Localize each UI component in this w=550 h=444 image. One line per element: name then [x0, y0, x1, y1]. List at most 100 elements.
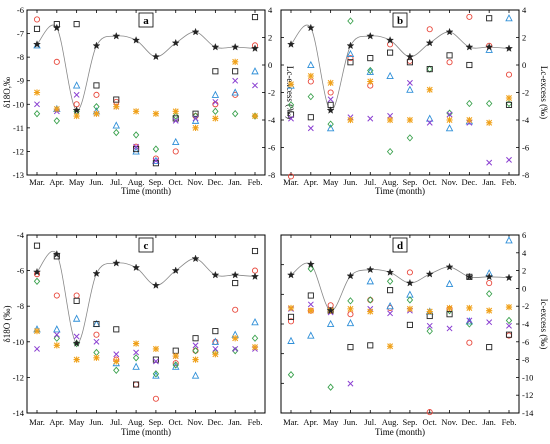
data-point — [152, 110, 160, 117]
lc-excess-point — [72, 106, 81, 114]
lc-excess-point — [505, 273, 513, 282]
x-axis-label: Time (month) — [375, 186, 425, 196]
data-point — [307, 125, 314, 132]
data-point — [73, 101, 80, 108]
x-tick-label: Jun. — [343, 417, 357, 427]
y-tick-label: -12 — [13, 372, 24, 382]
data-point — [232, 77, 239, 84]
x-axis-label: Time (month) — [121, 186, 171, 196]
y-tick-label: -6 — [17, 266, 24, 276]
data-point — [307, 307, 314, 314]
series-square — [33, 242, 259, 388]
data-point — [485, 99, 493, 108]
data-point — [387, 287, 394, 294]
data-point — [346, 318, 355, 327]
data-point — [232, 345, 239, 352]
y2-tick-label: -8 — [522, 170, 529, 180]
lc-excess-point — [386, 268, 395, 276]
data-point — [73, 91, 80, 98]
x-tick-label: Feb. — [502, 417, 517, 427]
data-point — [192, 115, 199, 122]
data-point — [347, 380, 354, 387]
series-circle — [287, 13, 513, 180]
data-point — [192, 347, 199, 355]
y2-tick-label: -6 — [522, 143, 529, 153]
data-point — [152, 395, 159, 402]
x-tick-label: Sep. — [148, 417, 163, 427]
data-point — [192, 335, 199, 342]
y2-tick-label: 0 — [522, 60, 526, 70]
series-square — [287, 15, 513, 121]
data-point — [486, 344, 493, 351]
data-point — [406, 305, 414, 312]
data-point — [33, 277, 41, 285]
lc-excess-point — [72, 339, 81, 347]
data-point — [445, 279, 454, 287]
series-triangle — [287, 236, 513, 344]
data-point — [133, 381, 140, 388]
panel-label: a — [143, 15, 149, 27]
data-point — [287, 313, 295, 320]
data-point — [445, 124, 454, 132]
data-point — [113, 366, 120, 374]
data-point — [33, 89, 41, 96]
y-tick-label: -12 — [13, 146, 24, 156]
data-point — [93, 354, 100, 361]
data-point — [386, 343, 394, 350]
data-point — [212, 98, 219, 105]
data-point — [367, 66, 374, 75]
y-axis-label: δ18O,‰ — [2, 77, 12, 108]
lc-excess-point — [366, 265, 375, 274]
data-point — [387, 49, 394, 56]
panel-a: Mar. Apr. May Jun. Jul. Aug. Sep. Oct. Nov. Dec. J… — [2, 5, 295, 196]
data-point — [251, 344, 259, 351]
data-point — [386, 277, 394, 285]
lc-excess-point — [112, 31, 121, 40]
lc-excess-point — [405, 52, 414, 61]
data-point — [33, 25, 41, 32]
data-point — [133, 381, 140, 388]
lc-excess-point — [211, 270, 220, 279]
x-tick-label: Aug. — [382, 417, 399, 427]
data-point — [347, 17, 354, 25]
data-point — [446, 111, 453, 118]
series-triangle — [33, 314, 259, 379]
data-point — [172, 148, 179, 155]
data-point — [466, 13, 473, 20]
lc-excess-line — [36, 24, 256, 111]
data-point — [191, 371, 200, 379]
data-point — [287, 371, 295, 379]
x-tick-label: Oct. — [423, 417, 437, 427]
panel-label-box — [392, 237, 408, 253]
data-point — [505, 71, 513, 78]
data-point — [506, 322, 512, 329]
data-point — [486, 319, 493, 326]
lc-excess-point — [425, 269, 434, 278]
data-point — [33, 328, 41, 335]
y2-tick-label: 2 — [522, 33, 526, 43]
x-tick-label: Mar. — [29, 417, 45, 427]
data-point — [426, 322, 433, 329]
data-point — [33, 242, 41, 249]
x-tick-label: Aug. — [128, 177, 145, 187]
y-tick-label: -4 — [17, 230, 25, 240]
panel-label: c — [144, 240, 149, 252]
y-tick-label: -9 — [17, 76, 24, 86]
data-point — [406, 116, 414, 124]
y2-tick-label: -8 — [522, 355, 529, 365]
plot-frame — [26, 234, 266, 414]
x-tick-label: Nov. — [187, 177, 203, 187]
data-point — [171, 137, 180, 146]
data-point — [287, 318, 295, 325]
data-point — [53, 342, 60, 349]
data-point — [192, 356, 199, 363]
data-point — [406, 85, 414, 93]
data-point — [406, 321, 413, 328]
data-point — [446, 52, 453, 59]
series-diamond — [287, 17, 513, 156]
series-circle — [33, 16, 259, 162]
data-point — [406, 296, 414, 304]
x-tick-label: Jan. — [482, 177, 495, 187]
data-point — [347, 116, 354, 124]
